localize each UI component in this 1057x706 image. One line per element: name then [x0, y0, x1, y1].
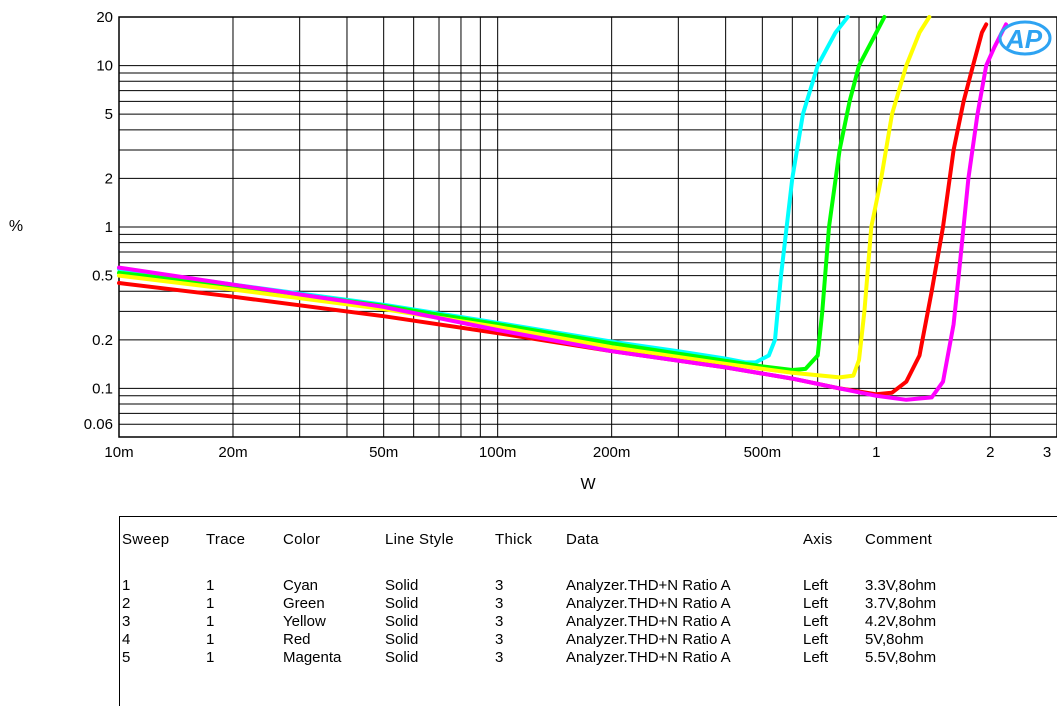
x-tick-labels: 10m 20m 50m 100m 200m 500m 1 2 3 — [104, 444, 1051, 461]
table-cell: Solid — [385, 577, 419, 594]
y-tick-labels: 20 10 5 2 1 0.5 0.2 0.1 0.06 — [84, 9, 113, 433]
table-cell: 4 — [122, 631, 131, 648]
x-tick-label: 20m — [218, 444, 247, 461]
x-tick-label: 10m — [104, 444, 133, 461]
series-line-2 — [117, 15, 887, 372]
header-line-style: Line Style — [385, 531, 454, 548]
x-tick-label: 200m — [593, 444, 631, 461]
x-tick-label: 50m — [369, 444, 398, 461]
header-axis: Axis — [803, 531, 833, 548]
table-cell: Solid — [385, 595, 419, 612]
y-tick-label: 0.1 — [92, 380, 113, 397]
table-cell: Yellow — [283, 613, 326, 630]
table-cell: 5.5V,8ohm — [865, 649, 937, 666]
ap-logo-text: AP — [1005, 24, 1043, 54]
table-cell: Solid — [385, 631, 419, 648]
table-cell: Left — [803, 613, 829, 630]
table-cell: 1 — [206, 577, 215, 594]
plot-frame — [118, 16, 1057, 438]
y-axis-label: % — [9, 218, 23, 235]
table-cell: 5 — [122, 649, 131, 666]
table-cell: 1 — [206, 631, 215, 648]
table-cell: 2 — [122, 595, 131, 612]
ap-logo: AP — [998, 20, 1052, 56]
thd-chart: 10m 20m 50m 100m 200m 500m 1 2 3 20 10 5 2 1 0.5 0.2 0.… — [9, 9, 1057, 493]
table-cell: Solid — [385, 649, 419, 666]
series-line-1 — [117, 15, 850, 365]
table-cell: 1 — [206, 613, 215, 630]
x-tick-label: 3 — [1043, 444, 1051, 461]
x-tick-label: 1 — [872, 444, 880, 461]
y-tick-label: 0.2 — [92, 332, 113, 349]
y-tick-label: 2 — [105, 170, 113, 187]
table-cell: Solid — [385, 613, 419, 630]
header-trace: Trace — [206, 531, 246, 548]
table-header: Sweep Trace Color Line Style Thick Data … — [120, 531, 1057, 551]
table-cell: Green — [283, 595, 325, 612]
x-tick-label: 500m — [744, 444, 782, 461]
x-tick-label: 2 — [986, 444, 994, 461]
grid-lines — [118, 16, 1057, 438]
y-tick-label: 0.5 — [92, 268, 113, 285]
table-row: 4 1 Red Solid 3 Analyzer.THD+N Ratio A Left 5V,… — [120, 631, 1057, 649]
table-cell: 3.7V,8ohm — [865, 595, 937, 612]
header-sweep: Sweep — [122, 531, 170, 548]
table-cell: 3.3V,8ohm — [865, 577, 937, 594]
table-cell: 3 — [495, 595, 504, 612]
series-group — [117, 15, 1008, 402]
y-tick-label: 5 — [105, 106, 113, 123]
table-cell: 5V,8ohm — [865, 631, 924, 648]
x-axis-label: W — [580, 476, 596, 493]
table-cell: Analyzer.THD+N Ratio A — [566, 595, 731, 612]
table-cell: 1 — [122, 577, 131, 594]
table-row: 2 1 Green Solid 3 Analyzer.THD+N Ratio A Left 3… — [120, 595, 1057, 613]
sweep-legend-table: Sweep Trace Color Line Style Thick Data … — [119, 516, 1057, 706]
table-cell: 3 — [495, 577, 504, 594]
table-cell: 3 — [495, 649, 504, 666]
table-cell: 3 — [495, 613, 504, 630]
table-cell: Left — [803, 649, 829, 666]
table-cell: 1 — [206, 649, 215, 666]
header-thick: Thick — [495, 531, 533, 548]
table-cell: Left — [803, 595, 829, 612]
table-cell: Red — [283, 631, 311, 648]
table-cell: Cyan — [283, 577, 319, 594]
header-data: Data — [566, 531, 599, 548]
header-comment: Comment — [865, 531, 933, 548]
table-row: 1 1 Cyan Solid 3 Analyzer.THD+N Ratio A Left 3.… — [120, 577, 1057, 595]
table-cell: Analyzer.THD+N Ratio A — [566, 631, 731, 648]
table-cell: 4.2V,8ohm — [865, 613, 937, 630]
table-cell: 3 — [495, 631, 504, 648]
y-tick-label: 10 — [96, 58, 113, 75]
table-cell: Analyzer.THD+N Ratio A — [566, 649, 731, 666]
y-tick-label: 20 — [96, 9, 113, 26]
series-line-3 — [117, 15, 932, 380]
y-tick-label: 1 — [105, 219, 113, 236]
table-cell: Left — [803, 631, 829, 648]
table-cell: Left — [803, 577, 829, 594]
series-line-4 — [117, 22, 989, 397]
table-row: 3 1 Yellow Solid 3 Analyzer.THD+N Ratio A Left… — [120, 613, 1057, 631]
y-tick-label: 0.06 — [84, 416, 113, 433]
header-color: Color — [283, 531, 321, 548]
table-cell: Analyzer.THD+N Ratio A — [566, 613, 731, 630]
x-tick-label: 100m — [479, 444, 517, 461]
table-cell: Magenta — [283, 649, 342, 666]
table-cell: 3 — [122, 613, 131, 630]
table-cell: Analyzer.THD+N Ratio A — [566, 577, 731, 594]
table-cell: 1 — [206, 595, 215, 612]
ap-logo-ring — [998, 20, 1052, 56]
series-line-5 — [117, 22, 1008, 402]
table-row: 5 1 Magenta Solid 3 Analyzer.THD+N Ratio A Lef… — [120, 649, 1057, 667]
